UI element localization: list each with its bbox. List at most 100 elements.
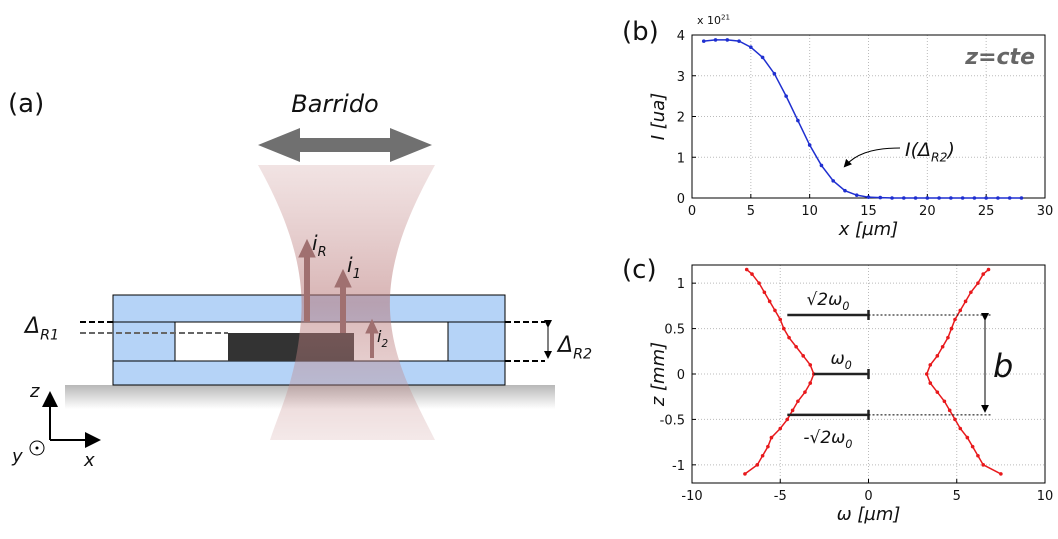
data-point [987,268,991,272]
data-point [786,418,790,422]
figure: (a) Barrido z y x iRi1i2ΔR1ΔR20510152025… [0,0,1058,539]
data-point [1020,196,1024,200]
data-point [763,290,767,294]
data-point [750,272,754,276]
x-tick-label: 20 [919,204,936,219]
data-point [890,196,894,200]
data-point [778,318,782,322]
data-point [984,196,988,200]
x-tick-label: 5 [747,204,755,219]
data-point [784,94,788,98]
data-point [953,418,957,422]
data-point [768,300,772,304]
width-label-part: ω [831,349,845,369]
data-point [787,336,791,340]
data-point [749,45,753,49]
data-point [966,436,970,440]
y-tick-label: 3 [677,70,685,85]
y-axis-label: z [mm] [648,342,669,407]
x-tick-label: 15 [860,204,877,219]
annotation-part: I(Δ [905,139,931,161]
data-point [948,409,952,413]
data-point [855,193,859,197]
data-point [902,196,906,200]
width-label-part: 0 [842,300,849,313]
annotation-part: ) [945,139,954,161]
y-tick-label: 1 [677,151,685,166]
y-tick-label: 0 [677,368,685,383]
y-tick-label: 0.5 [664,323,685,338]
y-tick-label: 0 [677,192,685,207]
width-label-part: -√2ω [803,428,845,448]
multiplier-part: 21 [721,13,730,22]
x-axis-label: x [µm] [838,219,898,240]
gap-label-part: Δ [23,314,40,339]
data-point [973,196,977,200]
width-label-part: √2ω [806,290,842,310]
data-point [745,268,749,272]
x-axis-label: ω [µm] [837,504,901,525]
multiplier-part: x 10 [697,14,721,27]
x-tick-label: -5 [774,489,787,504]
data-point [831,179,835,183]
panel-label: (c) [622,255,657,285]
data-point [801,354,805,358]
axis-out-dot [36,447,39,450]
data-point [761,56,765,60]
data-point [1008,196,1012,200]
scan-arrow [258,128,432,162]
data-point [950,327,954,331]
data-point [808,363,812,367]
x-tick-label: 10 [801,204,818,219]
data-point [981,463,985,467]
gap-label-part: Δ [556,333,573,358]
data-point [926,196,930,200]
data-point [808,381,812,385]
axis-label: y [11,446,23,467]
data-point [820,164,824,168]
x-tick-label: -10 [681,489,702,504]
current-label-part: R [318,245,327,260]
data-point [843,189,847,193]
x-tick-label: 30 [1037,204,1054,219]
data-point [791,409,795,413]
y-tick-label: 1 [677,277,685,292]
data-point [737,39,741,43]
condition-tag: z=cte [964,45,1035,70]
y-tick-label: 2 [677,111,685,126]
data-point [702,39,706,43]
data-point [953,318,957,322]
annotation-part: R2 [931,151,948,165]
width-label-part: 0 [845,359,852,372]
data-point [936,354,940,358]
y-tick-label: -1 [672,459,685,474]
scan-label: Barrido [291,90,379,118]
axis-label: z [29,381,40,402]
x-tick-label: 0 [688,204,696,219]
data-point [964,300,968,304]
bracket-label: b [993,347,1013,385]
data-point [999,472,1003,476]
data-point [878,196,882,200]
data-point [936,390,940,394]
data-point [969,290,973,294]
data-point [971,445,975,449]
x-tick-label: 0 [864,489,872,504]
data-point [770,436,774,440]
data-point [794,345,798,349]
y-tick-label: -0.5 [660,413,685,428]
data-point [961,196,965,200]
multiplier: x 1021 [697,13,730,27]
data-point [937,196,941,200]
data-point [796,119,800,123]
current-label-part: 1 [353,267,361,282]
data-point [958,309,962,313]
data-point [949,196,953,200]
data-point [914,196,918,200]
data-point [946,336,950,340]
y-axis-label: I [ua] [648,93,669,141]
data-point [714,38,718,42]
data-point [761,454,765,458]
current-label-part: 2 [381,338,388,350]
data-point [778,427,782,431]
